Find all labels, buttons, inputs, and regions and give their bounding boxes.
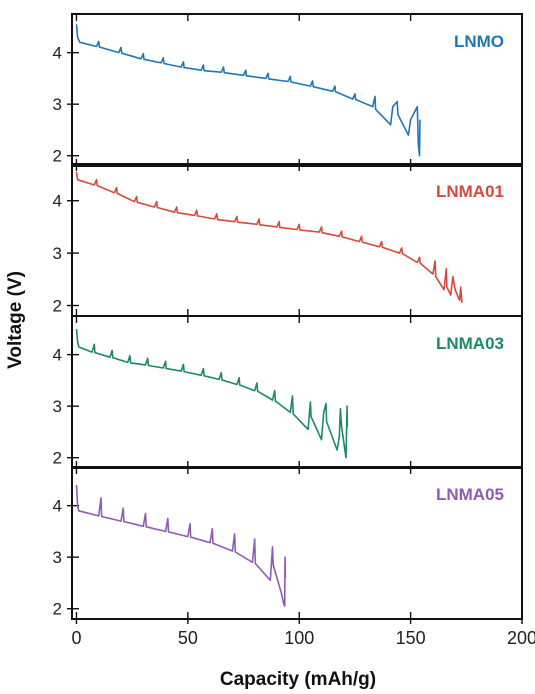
series-line-lnma01	[75, 171, 463, 303]
x-tick-label: 50	[178, 628, 198, 648]
x-tick-label: 0	[71, 628, 81, 648]
panel-label-lnma01: LNMA01	[436, 182, 504, 201]
series-line-lnma05	[75, 484, 287, 607]
y-tick-label: 2	[53, 600, 62, 619]
panel-lnma03: 2 3 4 LNMA03	[53, 315, 523, 469]
panel-label-lnma05: LNMA05	[436, 485, 504, 504]
y-tick-label: 4	[53, 497, 62, 516]
y-tick-label: 2	[53, 147, 62, 166]
panel-lnmo: 2 3 4 LNMO	[53, 13, 523, 167]
y-tick-label: 3	[53, 397, 62, 416]
x-axis-title: Capacity (mAh/g)	[220, 669, 376, 690]
panels-layer: 2 3 4 LNMO 2 3 4 LNMA01 2 3 4 LNMA03 2 3 4 LNMA05 0 50 100…	[53, 13, 535, 648]
x-tick-label: 200	[507, 628, 535, 648]
x-tick-label: 150	[396, 628, 426, 648]
y-tick-label: 3	[53, 244, 62, 263]
panel-frame	[71, 13, 523, 167]
series-line-lnmo	[75, 24, 421, 157]
panel-label-lnma03: LNMA03	[436, 334, 504, 353]
panel-lnma01: 2 3 4 LNMA01	[53, 163, 523, 317]
y-tick-label: 2	[53, 297, 62, 316]
y-tick-label: 3	[53, 95, 62, 114]
panel-label-lnmo: LNMO	[454, 32, 504, 51]
y-tick-label: 4	[53, 44, 62, 63]
panel-frame	[71, 466, 523, 620]
x-tick-label: 100	[284, 628, 314, 648]
series-line-lnma03	[75, 328, 349, 459]
panel-lnma05: 2 3 4 LNMA05	[53, 466, 523, 620]
y-tick-label: 4	[53, 346, 62, 365]
y-tick-label: 2	[53, 449, 62, 468]
y-tick-label: 3	[53, 548, 62, 567]
y-tick-label: 4	[53, 192, 62, 211]
y-axis-title: Voltage (V)	[5, 271, 26, 369]
